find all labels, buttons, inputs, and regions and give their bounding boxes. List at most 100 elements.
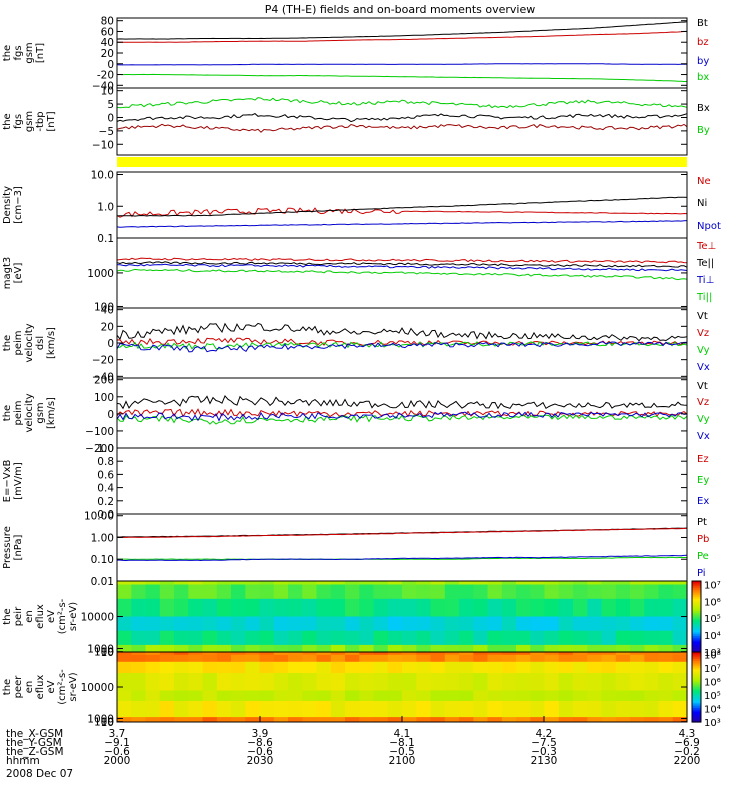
series-line-Ti⊥ <box>117 263 688 272</box>
heatmap-cell <box>188 630 204 646</box>
heatmap-cell <box>487 673 503 691</box>
heatmap-cell <box>245 630 261 646</box>
heatmap-cell <box>316 581 332 585</box>
heatmap-cell <box>174 644 189 653</box>
heatmap-cell <box>259 584 275 600</box>
legend-label: Ey <box>697 475 709 486</box>
heatmap-cell <box>601 654 617 663</box>
y-tick-label: −10 <box>92 139 114 151</box>
y-tick-label: 100 <box>94 301 114 313</box>
heatmap-cell <box>288 616 303 632</box>
colorbar-tick-label: 10⁴ <box>704 705 721 716</box>
y-axis-label: velocity <box>24 323 35 362</box>
heatmap-cell <box>459 673 474 691</box>
y-tick-label: 1000 <box>87 714 114 726</box>
heatmap-cell <box>387 652 403 656</box>
heatmap-cell <box>117 598 132 618</box>
y-axis-label: [nT] <box>46 111 57 131</box>
heatmap-cell <box>672 654 688 663</box>
heatmap-cell <box>444 616 460 632</box>
heatmap-cell <box>573 652 588 656</box>
y-tick-label: -20 <box>97 70 114 82</box>
heatmap-cell <box>615 661 631 674</box>
y-axis-label: fgs <box>13 45 24 60</box>
heatmap-cell <box>259 616 275 632</box>
heatmap-cell <box>672 717 688 723</box>
heatmap-cell <box>658 717 674 723</box>
heatmap-cell <box>672 598 688 618</box>
heatmap-cell <box>359 701 375 718</box>
colorbar-swatch <box>692 597 701 600</box>
y-axis-label: Pressure <box>2 526 13 569</box>
heatmap-cell <box>402 644 417 653</box>
colorbar-swatch <box>692 688 701 692</box>
heatmap-cell <box>430 644 446 653</box>
heatmap-cell <box>302 690 318 702</box>
x-axis-value: −0.5 <box>389 746 415 758</box>
heatmap-cell <box>231 717 246 723</box>
y-axis-label: [eV] <box>13 263 24 284</box>
colorbar-swatch <box>692 653 701 657</box>
heatmap-cell <box>188 644 204 653</box>
heatmap-cell <box>544 690 560 702</box>
heatmap-cell <box>530 717 546 723</box>
heatmap-cell <box>259 690 275 702</box>
heatmap-cell <box>131 654 147 663</box>
y-axis-label: E=−VxB <box>2 460 13 503</box>
heatmap-cell <box>459 652 474 656</box>
heatmap-cell <box>658 584 674 600</box>
heatmap-cell <box>245 690 261 702</box>
heatmap-cell <box>188 584 204 600</box>
colorbar-swatch <box>692 674 701 678</box>
heatmap-cell <box>231 644 246 653</box>
colorbar-swatch <box>692 655 701 658</box>
colorbar-swatch <box>692 713 701 716</box>
heatmap-cell <box>416 644 432 653</box>
colorbar-swatch <box>692 681 701 685</box>
heatmap-cell <box>273 581 289 585</box>
heatmap-cell <box>359 598 375 618</box>
heatmap-cell <box>145 598 161 618</box>
heatmap-cell <box>416 701 432 718</box>
heatmap-cell <box>459 598 474 618</box>
heatmap-cell <box>288 673 303 691</box>
y-axis-label: dsl <box>35 336 46 350</box>
heatmap-cell <box>444 701 460 718</box>
heatmap-cell <box>644 581 660 585</box>
heatmap-cell <box>672 616 688 632</box>
y-axis-label: magt3 <box>2 257 13 290</box>
heatmap-cell <box>273 616 289 632</box>
heatmap-cell <box>473 701 489 718</box>
heatmap-cell <box>117 673 132 691</box>
heatmap-cell <box>174 652 189 656</box>
heatmap-cell <box>387 598 403 618</box>
y-axis-label: the <box>2 335 13 351</box>
heatmap-cell <box>658 652 674 656</box>
heatmap-cell <box>330 673 346 691</box>
heatmap-cell <box>231 630 246 646</box>
heatmap-cell <box>302 584 318 600</box>
y-tick-label: −20 <box>92 355 114 367</box>
colorbar-swatch <box>692 687 701 690</box>
heatmap-cell <box>345 654 360 663</box>
colorbar-swatch <box>692 641 701 644</box>
heatmap-cell <box>373 690 389 702</box>
heatmap-cell <box>672 644 688 653</box>
heatmap-cell <box>202 581 218 585</box>
heatmap-cell <box>544 630 560 646</box>
heatmap-cell <box>615 584 631 600</box>
heatmap-cell <box>644 717 660 723</box>
colorbar-swatch <box>692 692 701 695</box>
heatmap-cell <box>615 654 631 663</box>
heatmap-cell <box>359 673 375 691</box>
colorbar-swatch <box>692 685 701 688</box>
heatmap-cell <box>501 652 517 656</box>
y-axis-label: [km/s] <box>46 397 57 429</box>
heatmap-cell <box>359 616 375 632</box>
heatmap-cell <box>302 598 318 618</box>
heatmap-cell <box>516 701 531 718</box>
y-tick-label: 200 <box>94 375 114 387</box>
heatmap-cell <box>216 598 232 618</box>
y-tick-label: 100 <box>94 647 114 659</box>
heatmap-cell <box>131 661 147 674</box>
